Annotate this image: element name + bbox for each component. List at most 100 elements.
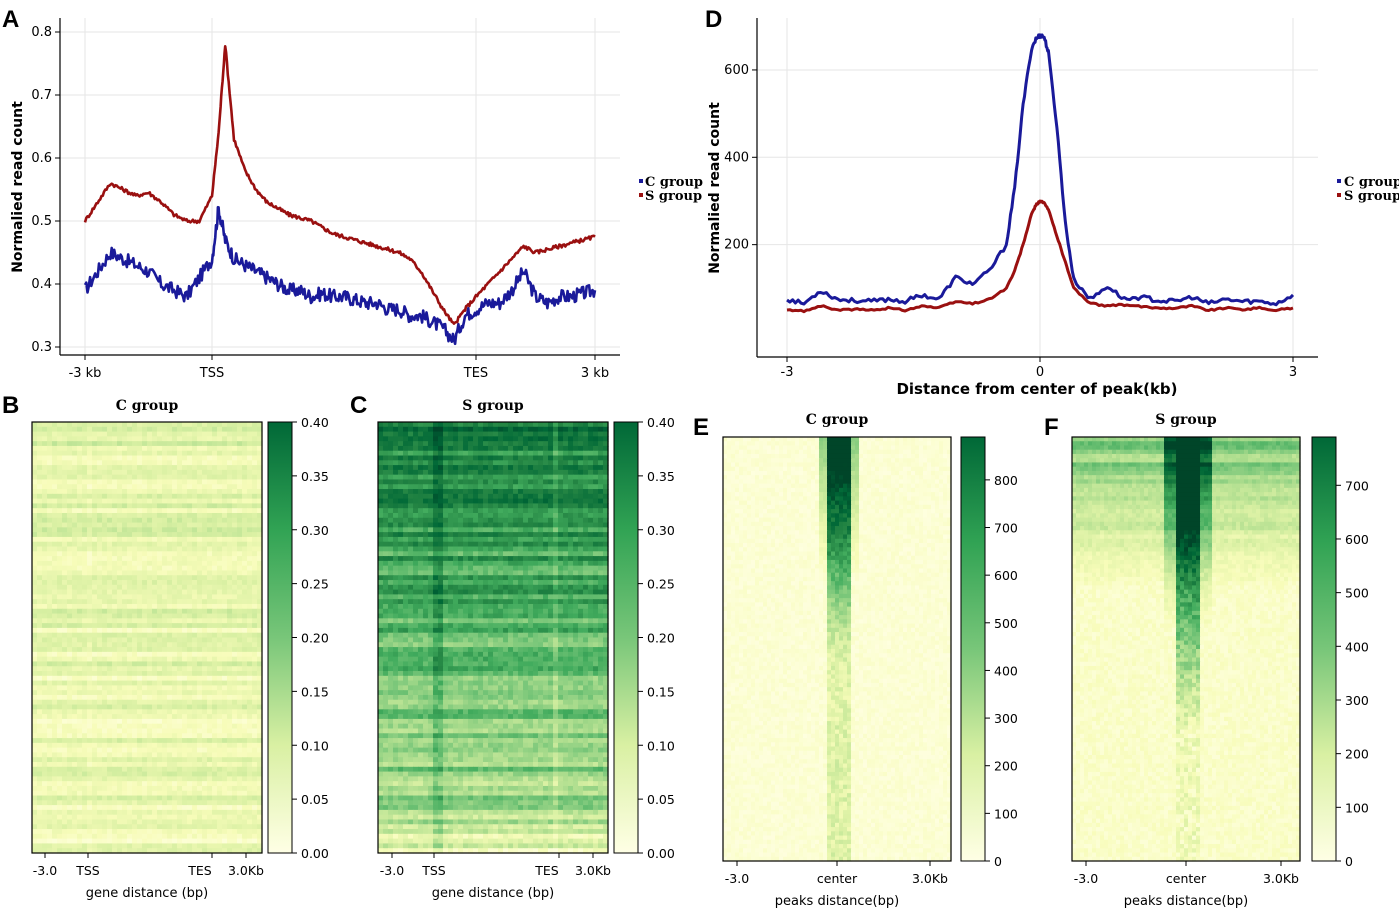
panel-c-cell (408, 484, 414, 490)
panel-b-cell (157, 532, 163, 538)
panel-c-cell (438, 469, 444, 476)
panel-c-cell (513, 484, 519, 490)
panel-b-cell (132, 829, 138, 835)
panel-b-cell (72, 565, 78, 572)
panel-b-cell (212, 661, 218, 667)
panel-letter-a: A (2, 6, 19, 33)
panel-b-cell (102, 742, 108, 749)
panel-b-cell (142, 618, 148, 624)
panel-b-cell (52, 742, 58, 749)
panel-b-cell (167, 532, 173, 538)
panel-b-cell (72, 455, 78, 461)
panel-b-cell (102, 623, 108, 629)
panel-b-cell (222, 824, 228, 830)
panel-b-cell (77, 785, 83, 792)
panel-b-cell (112, 556, 118, 562)
panel-b-cell (117, 800, 123, 806)
panel-b-cell (137, 824, 143, 830)
panel-b-cell (162, 522, 168, 528)
panel-b-cell (47, 503, 53, 509)
panel-b-cell (37, 532, 43, 538)
panel-b-cell (157, 781, 163, 787)
panel-b-cell (117, 489, 123, 495)
panel-b-cell (122, 575, 128, 581)
panel-b-cell (117, 718, 123, 725)
panel-b-cell (132, 790, 138, 797)
panel-b-cell (117, 680, 123, 686)
panel-c-cell (433, 484, 439, 490)
legend-d-c-label: C group (1344, 175, 1399, 190)
panel-b-cell (112, 431, 118, 437)
panel-b-colorbar-label: 0.00 (301, 846, 329, 861)
panel-b-cell (142, 762, 148, 768)
panel-d-series-s-group (786, 199, 1294, 314)
panel-b-cell (232, 627, 238, 634)
panel-b-cell (197, 766, 203, 773)
panel-b-cell (192, 666, 198, 672)
panel-b-cell (57, 790, 63, 797)
panel-b-cell (187, 666, 193, 672)
panel-b-cell (257, 450, 263, 457)
panel-b-cell (47, 426, 53, 433)
panel-b-cell (152, 512, 158, 519)
panel-c-cell (403, 460, 409, 466)
panel-b-cell (182, 603, 188, 610)
panel-b-cell (247, 699, 253, 706)
panel-b-cell (122, 570, 128, 576)
panel-b-cell (212, 642, 218, 648)
panel-b-cell (67, 781, 73, 787)
panel-b-cell (237, 551, 243, 557)
panel-b-cell (82, 742, 88, 749)
panel-b-cell (217, 848, 223, 854)
panel-b-cell (237, 608, 243, 615)
panel-b-cell (122, 776, 128, 782)
panel-c-cell (383, 436, 389, 442)
panel-b-cell (32, 532, 38, 538)
panel-b-cell (67, 465, 73, 471)
panel-b-cell (127, 795, 133, 801)
panel-b-cell (232, 685, 238, 691)
panel-b-cell (217, 632, 223, 639)
panel-c-cell (463, 445, 469, 452)
panel-b-cell (202, 651, 208, 658)
panel-b-cell (82, 733, 88, 739)
panel-b-cell (237, 704, 243, 710)
panel-b-cell (177, 742, 183, 749)
panel-b-cell (57, 704, 63, 710)
panel-c-cell (493, 431, 499, 437)
panel-b-cell (82, 709, 88, 715)
panel-b-cell (247, 809, 253, 816)
panel-b-cell (82, 556, 88, 562)
panel-b-cell (197, 747, 203, 754)
panel-b-cell (242, 565, 248, 572)
panel-c-cell (473, 445, 479, 452)
panel-c-cell (603, 422, 609, 428)
panel-b-cell (77, 838, 83, 845)
panel-c-cell (513, 465, 519, 471)
panel-c-cell (403, 436, 409, 442)
panel-b-cell (222, 704, 228, 710)
panel-b-cell (147, 714, 153, 720)
panel-b-cell (202, 469, 208, 476)
panel-b-cell (257, 752, 263, 758)
panel-c-cell (538, 489, 544, 495)
panel-b-cell (252, 642, 258, 648)
panel-b-cell (117, 450, 123, 457)
panel-b-cell (217, 723, 223, 730)
panel-b-cell (92, 589, 98, 595)
panel-b-cell (72, 690, 78, 696)
panel-c-cell (498, 441, 504, 447)
panel-b-cell (87, 824, 93, 830)
panel-b-cell (62, 661, 68, 667)
panel-b-cell (102, 613, 108, 619)
panel-b-cell (142, 498, 148, 505)
panel-b-cell (212, 718, 218, 725)
panel-b-cell (252, 580, 258, 586)
panel-c-cell (463, 422, 469, 428)
panel-b-cell (177, 474, 183, 481)
panel-b-cell (197, 718, 203, 725)
panel-c-cell (588, 460, 594, 466)
panel-b-cell (197, 805, 203, 811)
panel-b-cell (132, 426, 138, 433)
panel-b-cell (57, 479, 63, 485)
